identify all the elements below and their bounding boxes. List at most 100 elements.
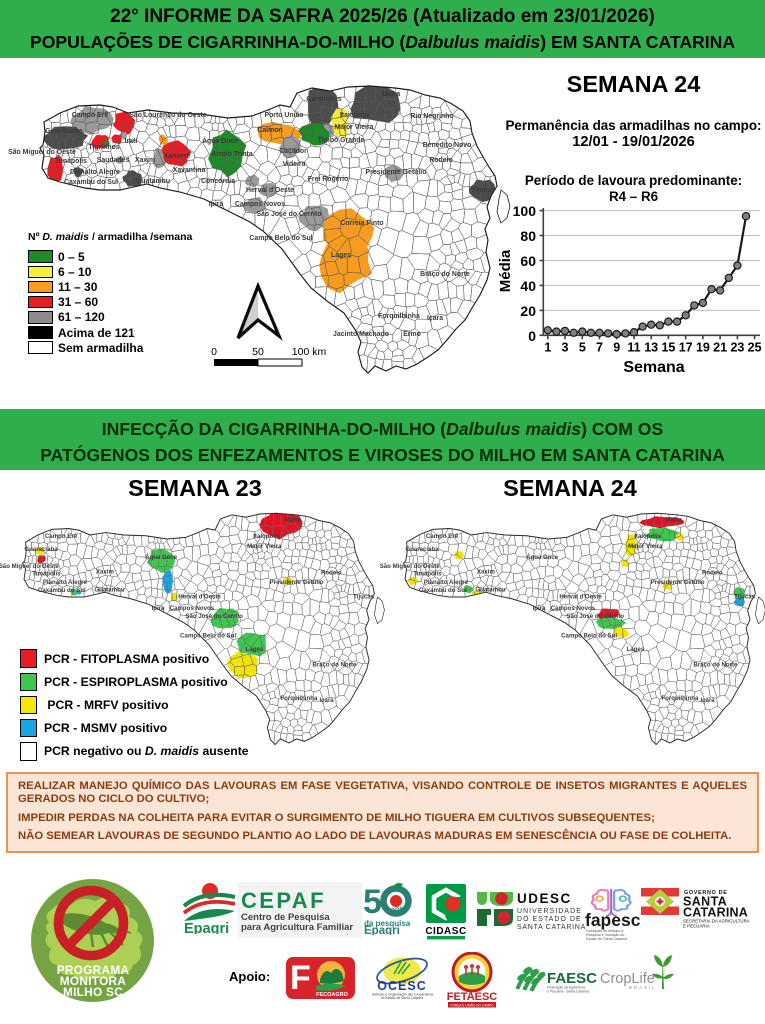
svg-text:Guatambu: Guatambu [475,586,505,593]
svg-text:Xanxerê: Xanxerê [164,153,191,160]
svg-text:3: 3 [562,341,569,355]
svg-text:Mafra: Mafra [666,516,683,523]
svg-text:Calmon: Calmon [257,127,282,134]
svg-text:Campo Erê: Campo Erê [72,112,109,119]
svg-text:Campos Novos: Campos Novos [170,605,215,612]
svg-text:17: 17 [679,341,693,355]
svg-text:100: 100 [513,203,537,219]
svg-text:Campo Erê: Campo Erê [45,533,78,540]
svg-text:Ipira: Ipira [533,605,546,612]
svg-text:1: 1 [544,341,551,355]
svg-text:Guaraciaba: Guaraciaba [45,128,83,135]
svg-text:Média: Média [497,249,514,292]
svg-text:Irati: Irati [125,138,138,145]
svg-text:Itaiópolis: Itaiópolis [340,112,370,119]
svg-text:Correia Pinto: Correia Pinto [340,220,383,227]
svg-text:Campo Erê: Campo Erê [426,533,459,540]
svg-text:Xaxim: Xaxim [477,569,496,576]
svg-text:Forquilhinha: Forquilhinha [661,695,699,702]
svg-text:Tijucas: Tijucas [471,187,495,194]
svg-text:15: 15 [661,341,675,355]
svg-text:PROGRAMA: PROGRAMA [57,963,130,977]
svg-text:Rio Negrinho: Rio Negrinho [410,113,453,120]
svg-text:e Pecuária - Santa Catarina: e Pecuária - Santa Catarina [547,990,589,994]
svg-text:0: 0 [211,346,217,358]
svg-text:Braço do Norte: Braço do Norte [420,271,470,278]
svg-text:Mafra: Mafra [285,516,302,523]
svg-text:Itaiópolis: Itaiópolis [253,533,280,540]
svg-text:Itaiópolis: Itaiópolis [634,533,661,540]
svg-text:São José do Cerrito: São José do Cerrito [256,211,321,218]
svg-text:São Miguel do Oeste: São Miguel do Oeste [8,149,76,156]
svg-text:Ermo: Ermo [403,331,421,338]
svg-text:GOVERNO DE: GOVERNO DE [684,890,728,896]
svg-text:Rodeio: Rodeio [321,570,342,577]
svg-text:Caçador: Caçador [279,148,307,155]
svg-text:MILHO SC: MILHO SC [63,985,123,999]
svg-text:Saudades: Saudades [97,157,130,164]
svg-text:SECRETARIA DA AGRICULTURA: SECRETARIA DA AGRICULTURA [683,919,750,924]
svg-text:Frei Rogério: Frei Rogério [308,176,349,183]
svg-text:40: 40 [520,278,536,294]
svg-text:Água Doce: Água Doce [526,554,558,561]
svg-text:11: 11 [627,341,640,355]
svg-text:Ipira: Ipira [152,605,165,612]
svg-text:Epagri: Epagri [364,925,400,935]
svg-text:Planalto Alegre: Planalto Alegre [424,579,469,586]
svg-text:Concórdia: Concórdia [201,178,235,185]
svg-text:do Estado de Santa Catarina: do Estado de Santa Catarina [381,996,424,1000]
svg-text:7: 7 [596,341,603,355]
svg-text:Tijucas: Tijucas [353,594,374,601]
svg-text:Mafra: Mafra [382,91,401,98]
svg-text:25: 25 [748,341,762,355]
svg-text:anos: anos [387,905,405,915]
svg-text:Caxambu do Sul: Caxambu do Sul [38,587,86,594]
svg-text:Federação da Agricultura: Federação da Agricultura [547,986,585,990]
svg-text:5: 5 [579,341,586,355]
svg-text:Campo Belo do Sul: Campo Belo do Sul [180,632,236,639]
svg-text:Herval d'Oeste: Herval d'Oeste [246,187,294,194]
svg-text:Guaraciaba: Guaraciaba [24,546,58,553]
svg-text:OCESC: OCESC [377,979,426,993]
svg-text:Ipira: Ipira [209,201,224,208]
svg-text:Porto União: Porto União [264,112,303,119]
svg-text:20: 20 [520,303,536,319]
svg-text:Campos Novos: Campos Novos [235,201,285,208]
svg-text:Xavantina: Xavantina [173,167,206,174]
svg-text:Tijucas: Tijucas [734,594,755,601]
svg-text:Estado de Santa Catarina: Estado de Santa Catarina [586,937,627,940]
svg-text:FORÇA E UNIÃO DO CAMPO: FORÇA E UNIÃO DO CAMPO [450,1002,494,1007]
svg-text:Benedito Novo: Benedito Novo [423,142,472,149]
svg-text:São Miguel do Oeste: São Miguel do Oeste [380,563,441,570]
svg-text:80: 80 [520,228,536,244]
svg-text:5: 5 [363,883,382,921]
svg-text:da pesquisa: da pesquisa [364,919,411,928]
svg-text:Herval d'Oeste: Herval d'Oeste [559,594,602,601]
svg-text:CIDASC: CIDASC [425,926,466,937]
svg-text:Planalto Alegre: Planalto Alegre [70,169,120,176]
svg-text:F: F [290,959,311,997]
svg-text:Presidente Getúlio: Presidente Getúlio [366,169,427,176]
svg-text:São Lourenço do Oeste: São Lourenço do Oeste [129,112,207,119]
svg-text:BRASIL: BRASIL [629,985,657,990]
svg-text:Caxambu do Sul: Caxambu do Sul [64,179,118,186]
svg-text:Xaxim: Xaxim [96,569,115,576]
svg-text:Semana: Semana [623,359,684,376]
svg-text:FETAESC: FETAESC [447,991,497,1003]
svg-text:100 km: 100 km [292,346,327,358]
svg-text:Major Vieira: Major Vieira [335,124,374,131]
svg-text:50: 50 [252,346,264,358]
svg-text:Água Doce: Água Doce [202,136,238,145]
svg-text:23: 23 [730,341,744,355]
svg-text:Caxambu do Sul: Caxambu do Sul [419,587,467,594]
svg-text:Campos Novos: Campos Novos [551,605,596,612]
svg-text:Pesquisa e Inovação do: Pesquisa e Inovação do [586,933,624,937]
svg-text:21: 21 [713,341,727,355]
svg-text:Içara: Içara [319,697,334,704]
svg-text:Tunápolis: Tunápolis [413,570,442,577]
svg-text:Major Vieira: Major Vieira [247,543,282,550]
svg-text:60: 60 [520,253,536,269]
svg-text:Içara: Içara [700,697,715,704]
svg-text:Sindicato e Organização das Co: Sindicato e Organização das Cooperativas [372,993,434,997]
svg-text:São Miguel do Oeste: São Miguel do Oeste [0,563,59,570]
